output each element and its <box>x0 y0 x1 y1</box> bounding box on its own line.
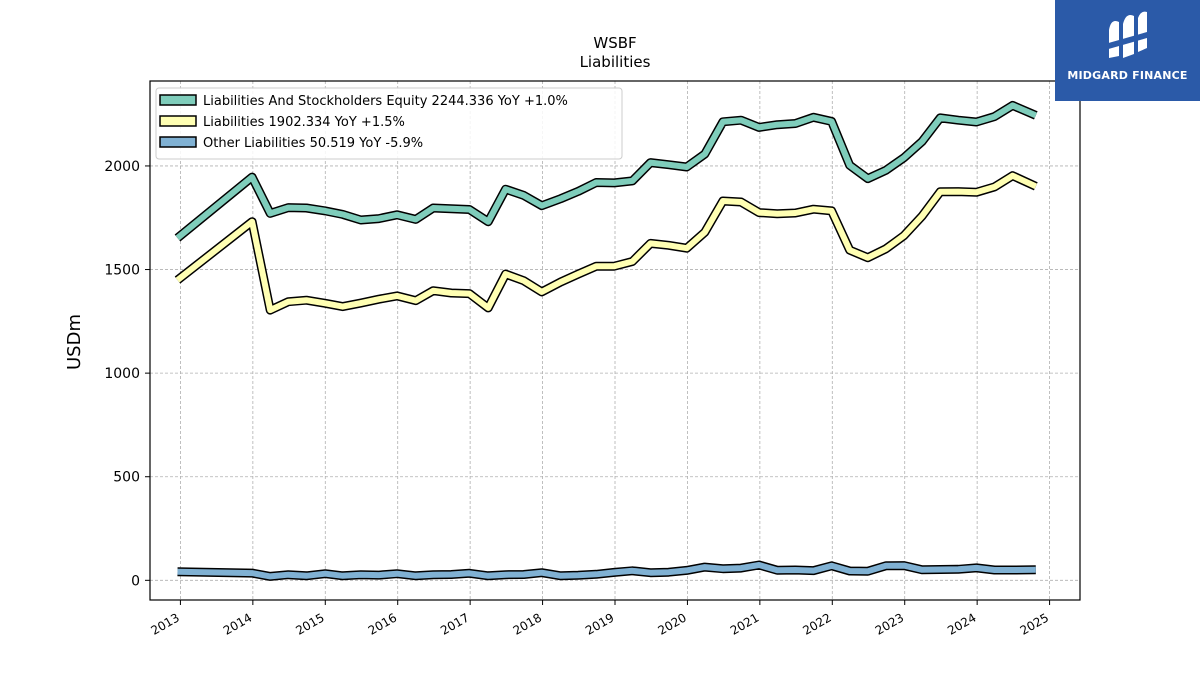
logo-mark-icon <box>1105 11 1147 58</box>
y-tick-label: 1000 <box>104 366 140 382</box>
series-lines <box>174 100 1038 581</box>
series-outline-1 <box>174 171 1038 315</box>
y-axis: 0 500 1000 1500 2000 <box>104 159 150 589</box>
series-line-2 <box>177 562 1036 580</box>
x-tick-label: 2022 <box>800 610 833 637</box>
series-line-0 <box>175 102 1037 241</box>
x-tick-label: 2024 <box>945 610 978 637</box>
x-tick-label: 2019 <box>583 610 616 637</box>
legend-swatch <box>159 115 197 127</box>
y-tick-label: 2000 <box>104 159 140 175</box>
x-axis: 2013 2014 2015 2016 2017 2018 2019 2020 2021 2022… <box>148 600 1051 638</box>
y-tick-label: 500 <box>113 470 140 486</box>
legend-box <box>155 87 623 160</box>
x-tick-label: 2014 <box>221 610 254 637</box>
x-tick-label: 2023 <box>873 610 906 637</box>
x-tick-label: 2013 <box>148 610 181 637</box>
chart-title: WSBF <box>593 34 636 52</box>
series-line-1 <box>175 172 1038 314</box>
x-tick-label: 2015 <box>293 610 326 637</box>
legend-label: Liabilities 1902.334 YoY +1.5% <box>203 115 405 130</box>
legend: Liabilities And Stockholders Equity 2244… <box>155 87 623 160</box>
legend-swatch <box>159 94 197 106</box>
x-tick-label: 2020 <box>655 610 688 637</box>
x-tick-label: 2025 <box>1018 610 1051 637</box>
brand-logo: MIDGARD FINANCE <box>1055 0 1200 101</box>
legend-label: Liabilities And Stockholders Equity 2244… <box>203 94 568 109</box>
y-tick-label: 0 <box>131 573 140 589</box>
legend-swatch <box>159 136 197 148</box>
logo-text: MIDGARD FINANCE <box>1067 69 1188 82</box>
grid <box>150 81 1080 600</box>
legend-label: Other Liabilities 50.519 YoY -5.9% <box>203 136 423 151</box>
x-tick-label: 2016 <box>366 610 399 637</box>
x-tick-label: 2021 <box>728 610 761 637</box>
x-tick-label: 2017 <box>438 610 471 637</box>
y-axis-label: USDm <box>64 314 85 370</box>
x-tick-label: 2018 <box>511 610 544 637</box>
y-tick-label: 1500 <box>104 263 140 279</box>
chart-subtitle: Liabilities <box>580 53 651 71</box>
